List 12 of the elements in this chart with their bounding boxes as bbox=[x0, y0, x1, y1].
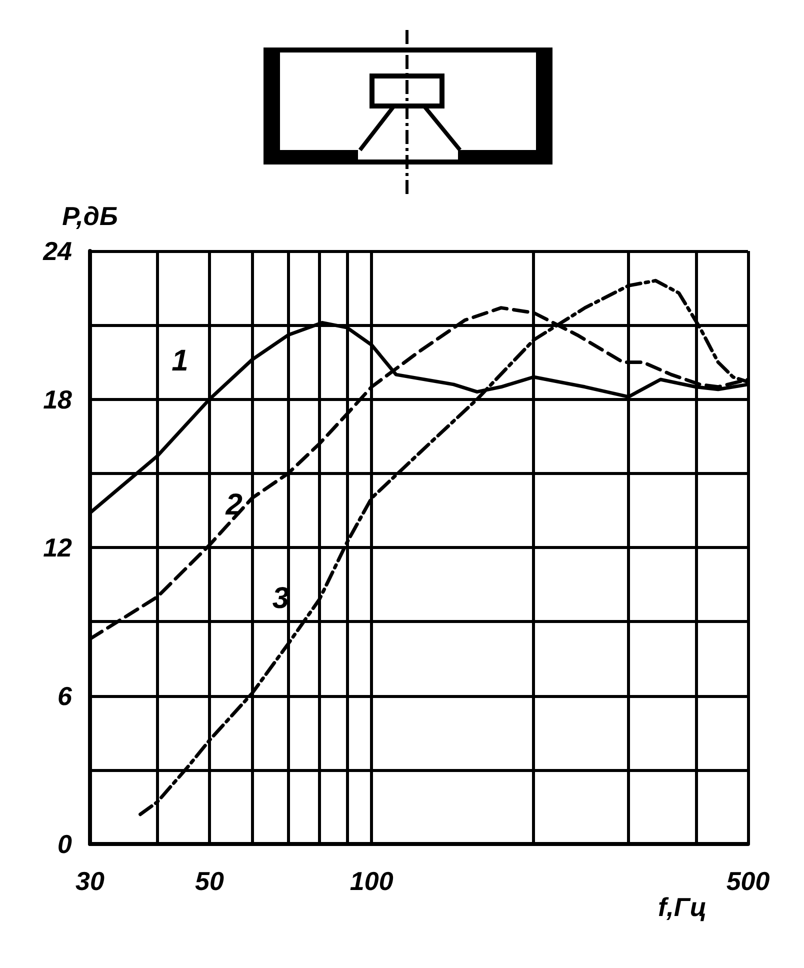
series-label: 1 bbox=[172, 344, 188, 378]
y-tick-label: 18 bbox=[43, 384, 73, 414]
x-tick-label: 100 bbox=[350, 866, 394, 896]
y-tick-label: 6 bbox=[58, 680, 73, 711]
x-tick-label: 30 bbox=[76, 866, 105, 896]
x-tick-label: 500 bbox=[726, 866, 770, 896]
y-tick-label: 0 bbox=[58, 829, 73, 859]
x-tick-label: 50 bbox=[195, 866, 224, 896]
y-tick-label: 24 bbox=[42, 236, 73, 266]
x-axis-title: f,Гц bbox=[658, 892, 707, 922]
y-axis-title: P,дБ bbox=[62, 201, 118, 231]
y-tick-label: 12 bbox=[43, 532, 73, 562]
